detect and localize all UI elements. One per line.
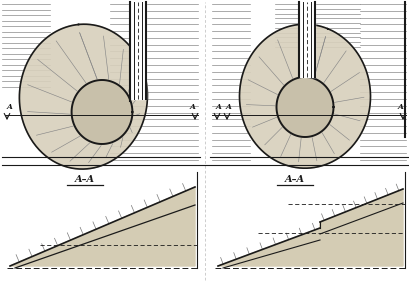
Text: A: A — [396, 103, 402, 111]
Polygon shape — [239, 24, 370, 168]
Polygon shape — [10, 187, 195, 266]
Text: A–A: A–A — [75, 175, 95, 184]
Text: A: A — [7, 103, 13, 111]
Polygon shape — [19, 24, 147, 169]
Text: A–A: A–A — [284, 175, 304, 184]
Text: A: A — [216, 103, 221, 111]
Polygon shape — [218, 228, 319, 266]
Polygon shape — [319, 189, 402, 266]
Polygon shape — [72, 80, 132, 144]
Text: A: A — [225, 103, 231, 111]
Text: A: A — [189, 103, 195, 111]
Polygon shape — [276, 77, 333, 137]
